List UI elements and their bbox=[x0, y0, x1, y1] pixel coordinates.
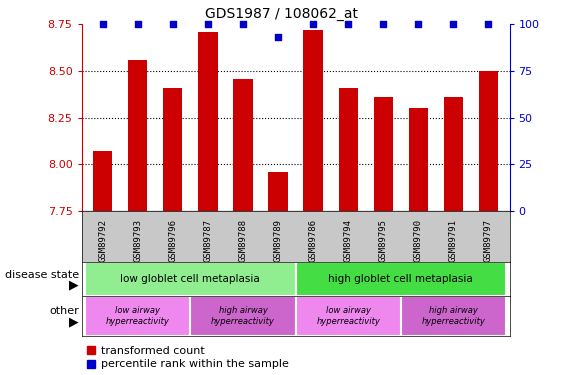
Point bbox=[274, 34, 283, 40]
Point bbox=[168, 21, 177, 27]
Text: other: other bbox=[49, 306, 79, 316]
Text: GSM89794: GSM89794 bbox=[343, 219, 352, 262]
Bar bbox=[303, 30, 323, 211]
Text: high globlet cell metaplasia: high globlet cell metaplasia bbox=[328, 274, 473, 284]
Bar bbox=[409, 108, 428, 211]
Text: ▶: ▶ bbox=[69, 315, 79, 328]
Bar bbox=[269, 172, 288, 211]
Bar bbox=[85, 296, 190, 336]
Text: high airway
hyperreactivity: high airway hyperreactivity bbox=[422, 306, 485, 326]
Text: GSM89790: GSM89790 bbox=[414, 219, 423, 262]
Text: GSM89789: GSM89789 bbox=[274, 219, 283, 262]
Bar bbox=[163, 88, 182, 211]
Point bbox=[239, 21, 248, 27]
Point bbox=[414, 21, 423, 27]
Text: GSM89795: GSM89795 bbox=[379, 219, 388, 262]
Bar bbox=[296, 262, 506, 296]
Text: GSM89793: GSM89793 bbox=[133, 219, 142, 262]
Point bbox=[379, 21, 388, 27]
Text: disease state: disease state bbox=[5, 270, 79, 279]
Text: GSM89792: GSM89792 bbox=[98, 219, 107, 262]
Bar bbox=[85, 262, 296, 296]
Text: GSM89791: GSM89791 bbox=[449, 219, 458, 262]
Point bbox=[309, 21, 318, 27]
Bar bbox=[198, 32, 217, 211]
Point bbox=[343, 21, 352, 27]
Text: high airway
hyperreactivity: high airway hyperreactivity bbox=[211, 306, 275, 326]
Point bbox=[98, 21, 107, 27]
Bar bbox=[444, 97, 463, 211]
Bar bbox=[296, 296, 401, 336]
Text: GSM89797: GSM89797 bbox=[484, 219, 493, 262]
Bar bbox=[128, 60, 148, 211]
Text: GSM89796: GSM89796 bbox=[168, 219, 177, 262]
Text: low globlet cell metaplasia: low globlet cell metaplasia bbox=[120, 274, 260, 284]
Bar bbox=[401, 296, 506, 336]
Bar bbox=[338, 88, 358, 211]
Text: low airway
hyperreactivity: low airway hyperreactivity bbox=[106, 306, 169, 326]
Bar bbox=[93, 152, 113, 211]
Text: GSM89788: GSM89788 bbox=[239, 219, 248, 262]
Point bbox=[484, 21, 493, 27]
Bar bbox=[233, 78, 253, 211]
Text: GSM89787: GSM89787 bbox=[203, 219, 212, 262]
Point bbox=[203, 21, 212, 27]
Point bbox=[449, 21, 458, 27]
Legend: transformed count, percentile rank within the sample: transformed count, percentile rank withi… bbox=[87, 346, 288, 369]
Text: ▶: ▶ bbox=[69, 278, 79, 291]
Bar bbox=[190, 296, 296, 336]
Text: low airway
hyperreactivity: low airway hyperreactivity bbox=[316, 306, 380, 326]
Text: GSM89786: GSM89786 bbox=[309, 219, 318, 262]
Bar bbox=[374, 97, 393, 211]
Point bbox=[133, 21, 142, 27]
Text: GDS1987 / 108062_at: GDS1987 / 108062_at bbox=[205, 8, 358, 21]
Bar bbox=[479, 71, 498, 211]
